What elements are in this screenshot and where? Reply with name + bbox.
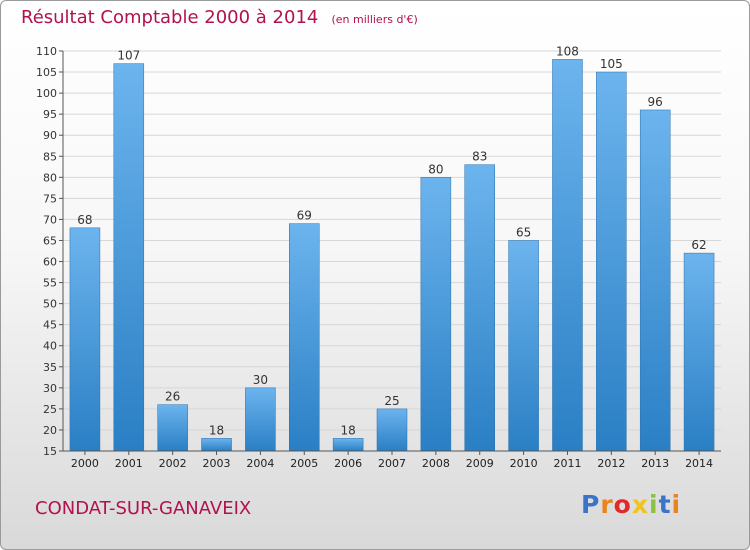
bar — [683, 252, 715, 452]
bar — [332, 438, 364, 452]
bar — [376, 408, 408, 452]
chart-title-block: Résultat Comptable 2000 à 2014 (en milli… — [21, 7, 418, 28]
logo-letter: x — [631, 490, 649, 519]
x-tick-label: 2008 — [422, 457, 450, 470]
y-tick-label: 35 — [43, 361, 57, 374]
bar — [201, 438, 232, 452]
x-tick-label: 2002 — [159, 457, 187, 470]
x-tick-label: 2005 — [290, 457, 318, 470]
bar — [69, 227, 101, 452]
y-tick-label: 70 — [43, 213, 57, 226]
data-label: 30 — [253, 373, 268, 387]
bar — [464, 164, 495, 452]
x-axis: 2000 2001 2002 2003 2004 2005 2006 2007 2008 2009… — [63, 450, 721, 470]
bar — [639, 109, 671, 452]
x-tick-label: 2014 — [685, 457, 713, 470]
x-tick-label: 2006 — [334, 457, 362, 470]
x-tick-label: 2007 — [378, 457, 406, 470]
bar — [289, 223, 320, 452]
x-tick-label: 2011 — [553, 457, 581, 470]
y-tick-label: 85 — [43, 150, 57, 163]
logo-letter: i — [649, 490, 659, 519]
x-tick-label: 2001 — [115, 457, 143, 470]
bar — [508, 240, 539, 452]
logo-letter: P — [581, 490, 601, 519]
y-tick-label: 50 — [43, 298, 57, 311]
x-tick-label: 2012 — [597, 457, 625, 470]
x-tick-label: 2004 — [246, 457, 274, 470]
logo-letter: t — [658, 490, 672, 519]
data-label: 18 — [209, 423, 224, 437]
logo-letter: i — [671, 490, 682, 519]
x-tick-label: 2010 — [510, 457, 538, 470]
bar — [113, 63, 145, 452]
bar — [596, 71, 627, 452]
bar — [552, 59, 583, 452]
data-label: 26 — [165, 390, 180, 404]
y-tick-label: 30 — [43, 382, 57, 395]
y-tick-label: 40 — [43, 340, 57, 353]
data-label: 108 — [556, 44, 579, 58]
chart-title: Résultat Comptable 2000 à 2014 — [21, 7, 319, 28]
logo-letter: r — [600, 490, 614, 519]
data-labels: 68 107 26 18 30 69 18 25 80 83 65 108 105 96 62 — [77, 44, 706, 437]
y-tick-label: 25 — [43, 403, 57, 416]
bar — [245, 387, 276, 452]
y-tick-label: 90 — [43, 129, 57, 142]
y-tick-label: 60 — [43, 256, 57, 269]
proxiti-logo: Proxiti — [581, 490, 681, 519]
y-tick-label: 20 — [43, 424, 57, 437]
logo-letter: o — [613, 490, 632, 519]
chart-unit-note: (en milliers d'€) — [331, 13, 418, 26]
y-axis: 15 20 25 30 35 40 45 50 55 60 65 70 75 80 85 90 95 100 105… — [36, 45, 64, 458]
data-label: 96 — [648, 95, 663, 109]
y-tick-label: 110 — [36, 45, 57, 58]
bar — [157, 404, 188, 452]
city-name: CONDAT-SUR-GANAVEIX — [35, 498, 252, 519]
data-label: 105 — [600, 57, 623, 71]
x-tick-label: 2009 — [466, 457, 494, 470]
data-label: 83 — [472, 150, 487, 164]
bar — [420, 177, 452, 452]
y-tick-label: 75 — [43, 192, 57, 205]
data-label: 65 — [516, 225, 531, 239]
y-tick-label: 100 — [36, 87, 57, 100]
y-tick-label: 105 — [36, 66, 57, 79]
y-tick-label: 55 — [43, 277, 57, 290]
bars — [69, 59, 715, 452]
data-label: 107 — [117, 49, 140, 63]
x-tick-label: 2013 — [641, 457, 669, 470]
data-label: 80 — [428, 162, 443, 176]
y-tick-label: 80 — [43, 171, 57, 184]
y-tick-label: 45 — [43, 319, 57, 332]
data-label: 18 — [340, 423, 355, 437]
data-label: 68 — [77, 213, 92, 227]
x-tick-label: 2003 — [203, 457, 231, 470]
data-label: 25 — [384, 394, 399, 408]
data-label: 62 — [691, 238, 706, 252]
y-tick-label: 15 — [43, 445, 57, 458]
y-tick-label: 95 — [43, 108, 57, 121]
x-tick-label: 2000 — [71, 457, 99, 470]
y-tick-label: 65 — [43, 234, 57, 247]
data-label: 69 — [297, 209, 312, 223]
